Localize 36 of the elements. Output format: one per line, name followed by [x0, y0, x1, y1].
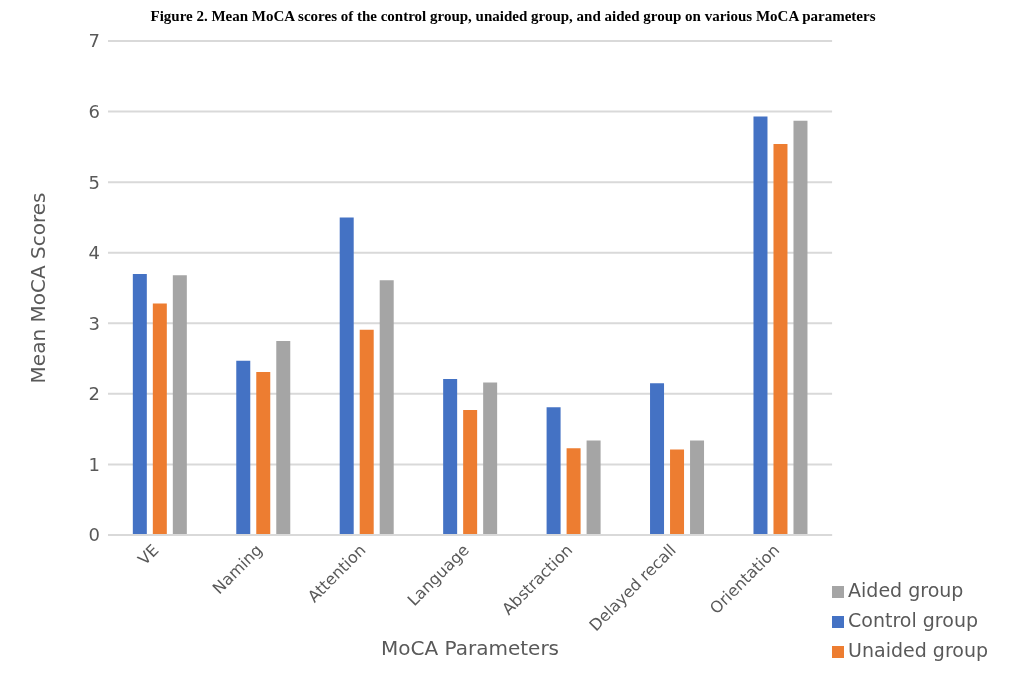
bar: [172, 275, 187, 535]
y-tick-label: 1: [88, 453, 100, 475]
y-tick-label: 2: [88, 383, 100, 405]
bar: [152, 303, 167, 535]
y-tick-label: 6: [88, 100, 100, 122]
bar: [670, 449, 685, 535]
bar: [690, 440, 705, 535]
bar: [650, 383, 665, 535]
bar: [339, 217, 354, 535]
legend-label: Control group: [848, 609, 978, 631]
x-tick-label: VE: [134, 540, 163, 569]
bar: [256, 371, 271, 535]
bar: [443, 379, 458, 535]
bar: [132, 273, 147, 535]
y-tick-label: 0: [88, 524, 100, 546]
chart-title: Figure 2. Mean MoCA scores of the control group, unaided group, and aided group on various MoCA parameters: [149, 8, 877, 25]
bar: [793, 120, 808, 535]
bar: [379, 280, 394, 535]
bar: [586, 440, 601, 535]
legend-label: Aided group: [848, 579, 964, 601]
bar: [753, 116, 768, 535]
bar: [463, 410, 478, 535]
bar: [236, 360, 251, 535]
bar: [359, 329, 374, 535]
y-tick-label: 3: [88, 312, 100, 334]
bar: [483, 382, 498, 535]
bar: [566, 448, 581, 535]
y-tick-label: 5: [88, 171, 100, 193]
bar: [773, 144, 788, 535]
bar: [276, 340, 291, 535]
x-axis-title: MoCA Parameters: [381, 636, 560, 660]
bar: [546, 407, 561, 535]
y-tick-label: 7: [88, 30, 100, 52]
y-axis-title: Mean MoCA Scores: [26, 192, 51, 384]
legend-label: Unaided group: [848, 639, 988, 661]
y-tick-label: 4: [88, 242, 100, 264]
